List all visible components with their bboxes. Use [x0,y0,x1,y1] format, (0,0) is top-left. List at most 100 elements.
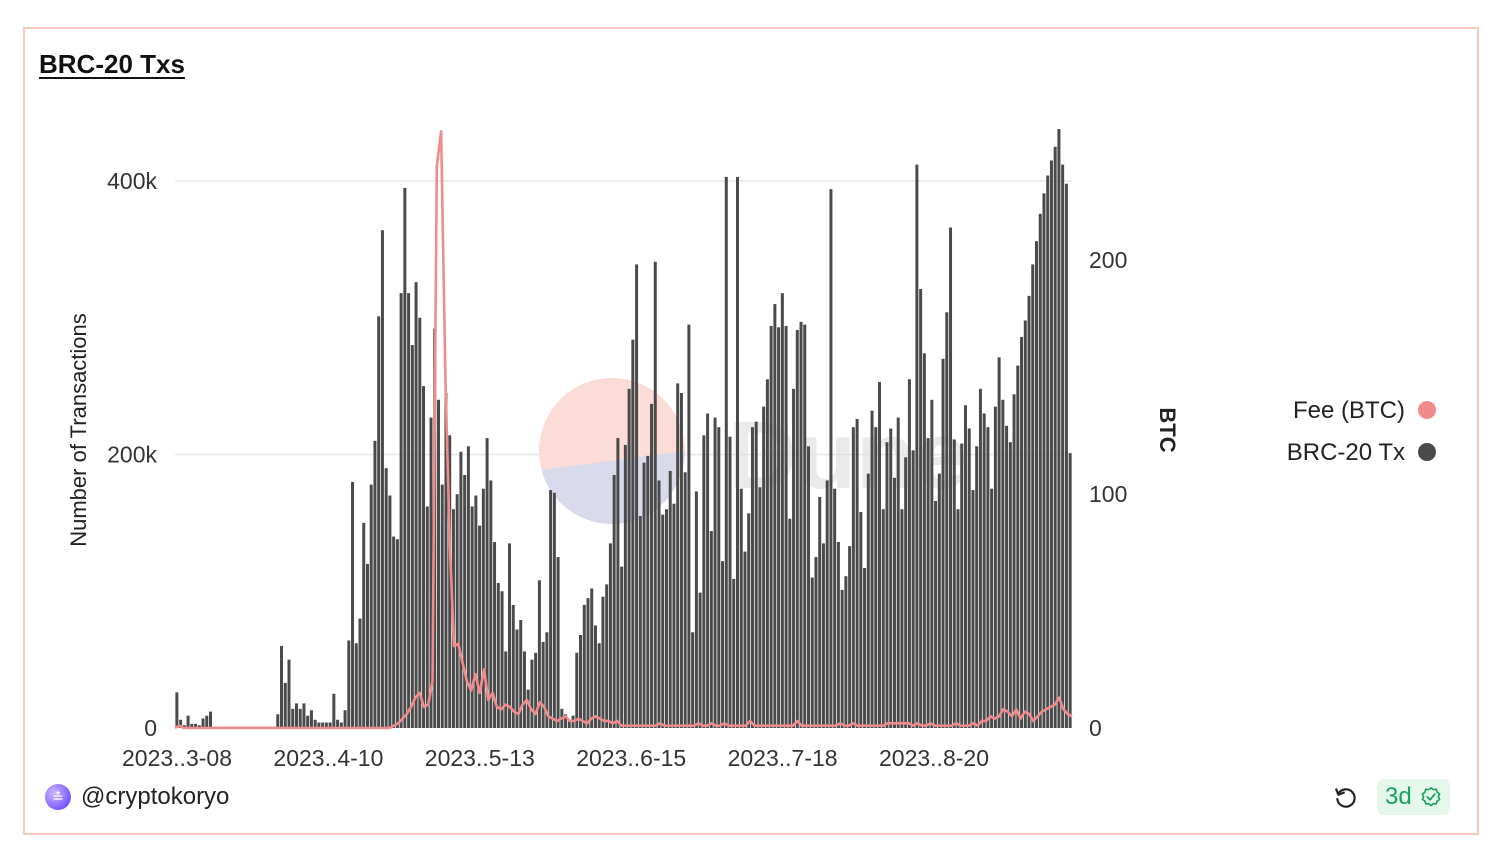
tx-bar [967,428,971,728]
tx-bar [1020,336,1024,728]
tx-bar [900,509,904,728]
tx-bar [190,723,194,728]
legend: Fee (BTC) BRC-20 Tx [1287,397,1436,466]
tx-bar [425,506,429,728]
tx-bar [541,641,545,728]
tx-bar [313,719,317,728]
tx-bar [792,388,796,728]
left-axis-label: Number of Transactions [66,313,91,547]
tx-bar [287,659,291,729]
tx-bar [952,439,956,728]
tx-bar [209,711,212,728]
tx-bar [384,468,388,728]
tx-bar [179,719,183,728]
right-axis-label: BTC [1155,407,1180,452]
author-link[interactable]: ≛ @cryptokoryo [45,783,229,811]
tx-bar [993,406,997,728]
tx-bar [1016,365,1020,728]
tx-bar [829,189,833,728]
tx-bar [459,451,463,728]
tx-bar [799,321,803,728]
tx-bar [422,386,426,729]
tx-bar [388,495,392,728]
tx-bar [736,176,739,728]
right-y-axis: 0 100 200 [1089,247,1127,741]
left-tick-label: 400k [107,168,157,194]
right-tick-label: 0 [1089,715,1102,741]
right-tick-label: 200 [1089,247,1127,273]
tx-bar [317,722,321,728]
tx-bar [863,568,867,728]
tx-bar [889,428,893,728]
tx-bar [481,488,485,728]
left-tick-label: 200k [107,442,157,468]
legend-label: Fee (BTC) [1293,397,1405,424]
tx-bar [975,446,979,728]
tx-bar [646,455,650,728]
tx-bar [205,715,209,728]
tx-bar [1035,241,1038,729]
tx-bar [919,289,923,728]
tx-bar [878,382,882,728]
x-tick-label: 2023..4-10 [273,745,383,771]
tx-bar [1027,295,1031,728]
tx-bar [489,480,493,728]
tx-bar [803,324,807,728]
check-badge-icon [1421,787,1441,807]
tx-bar [664,509,668,728]
tx-bar [885,442,889,728]
tx-bar [683,472,687,728]
left-y-axis: 0 200k 400k [107,168,157,741]
tx-bar [448,435,452,728]
tx-bar [934,501,938,728]
tx-bar [182,725,186,728]
fee-line [174,130,1073,730]
tx-bar [717,427,721,728]
tx-bar [380,230,384,729]
tx-bar [605,584,609,728]
tx-bar [892,477,896,728]
tx-bar [657,480,661,728]
tx-bar [855,418,859,728]
legend-label: BRC-20 Tx [1287,439,1405,466]
tx-bar [437,399,440,728]
tx-bar [807,446,810,728]
tx-bar [844,576,848,728]
tx-bar [321,722,325,728]
tx-bar [732,578,736,728]
tx-bar [478,525,482,728]
tx-bar [440,484,444,728]
tx-bar [351,481,355,728]
tx-bar [814,557,818,728]
tx-bar [1005,425,1009,728]
tx-bar [635,264,639,728]
tx-bar [579,635,583,728]
x-tick-label: 2023..8-20 [879,745,989,771]
tx-bar [739,488,743,728]
tx-bar [810,577,814,728]
tx-bar [403,187,407,729]
tx-bar [750,427,754,728]
tx-bar [586,598,590,728]
tx-bar [990,488,994,728]
refresh-icon[interactable] [1333,785,1359,811]
tx-bar [661,514,665,728]
tx-bar [840,589,844,728]
x-tick-label: 2023..7-18 [728,745,838,771]
tx-bar [280,645,284,728]
freshness-badge[interactable]: 3d [1377,779,1450,815]
chart-title[interactable]: BRC-20 Txs [39,49,185,79]
tx-bar [395,539,399,728]
tx-bar [186,715,190,728]
tx-bar [851,427,855,728]
tx-bar [1023,320,1027,728]
avatar-icon: ≛ [45,784,71,810]
tx-bar [668,470,672,728]
tx-bar [1068,453,1072,728]
tx-bar [564,714,568,728]
tx-bar [1012,394,1016,728]
tx-bar [328,722,332,728]
tx-bar [1008,442,1012,728]
tx-bar [470,506,474,728]
